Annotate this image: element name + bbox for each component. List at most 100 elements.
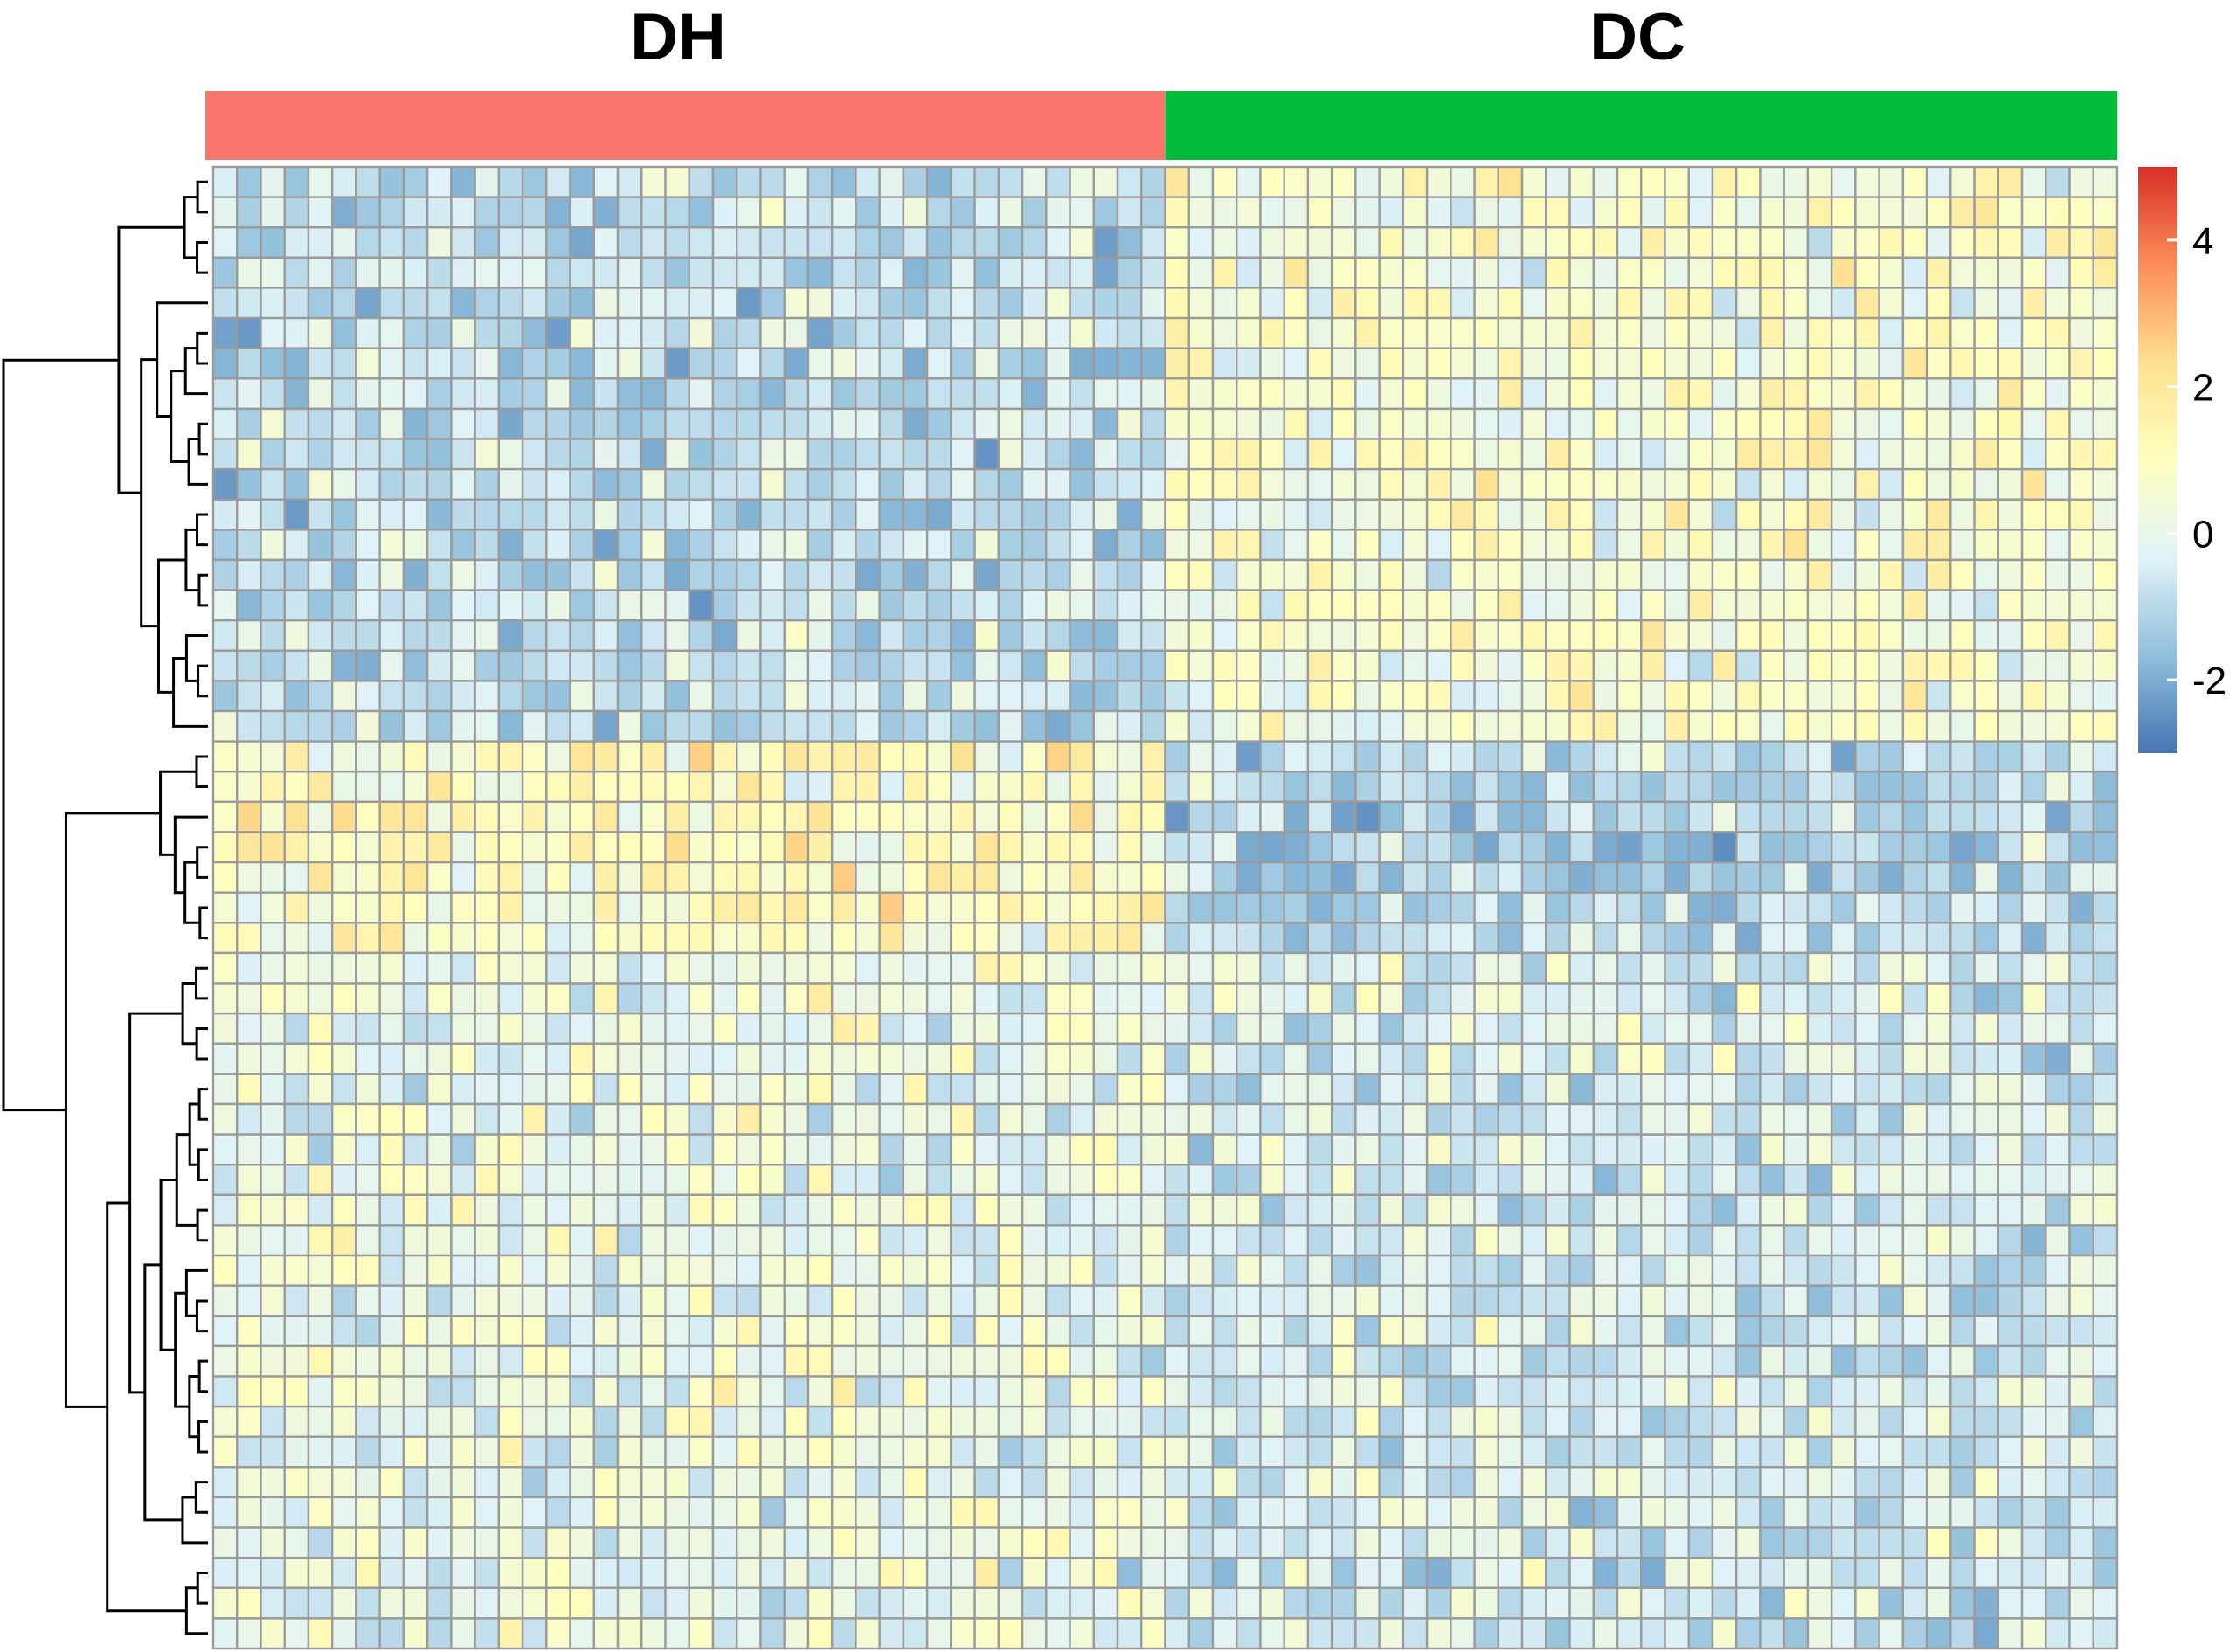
heatmap-cell	[806, 1617, 834, 1650]
heatmap-cell	[2092, 287, 2119, 320]
heatmap-cell	[1901, 438, 1928, 471]
heatmap-cell	[688, 771, 715, 804]
heatmap-cell	[759, 256, 786, 289]
heatmap-cell	[806, 438, 834, 471]
heatmap-cell	[1306, 196, 1333, 229]
heatmap-cell	[2068, 1193, 2094, 1227]
heatmap-cell	[1140, 922, 1166, 955]
heatmap-cell	[283, 709, 310, 743]
heatmap-cell	[783, 831, 810, 864]
heatmap-cell	[783, 1073, 810, 1106]
heatmap-cell	[592, 951, 620, 985]
heatmap-cell	[902, 347, 929, 380]
heatmap-cell	[1092, 1163, 1119, 1197]
heatmap-cell	[1806, 377, 1833, 411]
heatmap-cell	[1973, 165, 2000, 198]
heatmap-cell	[736, 1102, 762, 1136]
heatmap-cell	[426, 771, 453, 804]
heatmap-cell	[1878, 347, 1905, 380]
heatmap-cell	[283, 1193, 310, 1227]
heatmap-cell	[236, 680, 262, 713]
heatmap-cell	[1854, 1405, 1880, 1438]
heatmap-cell	[211, 740, 239, 773]
heatmap-cell	[1997, 377, 2024, 411]
heatmap-cell	[1283, 1315, 1310, 1348]
heatmap-cell	[1545, 922, 1571, 955]
heatmap-cell	[1878, 1435, 1905, 1469]
heatmap-cell	[330, 800, 357, 833]
heatmap-cell	[1616, 498, 1643, 531]
heatmap-cell	[925, 1042, 952, 1075]
heatmap-cell	[855, 1344, 881, 1378]
heatmap-cell	[806, 1163, 834, 1197]
heatmap-cell	[1259, 771, 1285, 804]
heatmap-cell	[1997, 1344, 2024, 1378]
heatmap-cell	[664, 1012, 690, 1045]
heatmap-cell	[1259, 1042, 1285, 1075]
heatmap-cell	[1473, 649, 1500, 682]
heatmap-cell	[759, 467, 786, 501]
heatmap-cell	[664, 1163, 690, 1197]
heatmap-cell	[2068, 589, 2094, 622]
heatmap-cell	[950, 1586, 976, 1620]
heatmap-cell	[1568, 1073, 1595, 1106]
heatmap-cell	[1164, 1586, 1190, 1620]
heatmap-cell	[1211, 771, 1238, 804]
heatmap-cell	[1568, 1617, 1595, 1650]
heatmap-cell	[592, 165, 620, 198]
heatmap-cell	[1450, 1133, 1476, 1166]
heatmap-cell	[855, 1073, 881, 1106]
heatmap-cell	[664, 226, 690, 259]
heatmap-cell	[1236, 1617, 1262, 1650]
heatmap-cell	[1592, 1012, 1619, 1045]
heatmap-cell	[1568, 498, 1595, 531]
heatmap-cell	[1568, 438, 1595, 471]
heatmap-cell	[711, 438, 738, 471]
heatmap-cell	[569, 1193, 595, 1227]
heatmap-cell	[1949, 1496, 1976, 1529]
heatmap-cell	[1236, 165, 1262, 198]
heatmap-cell	[474, 1315, 501, 1348]
heatmap-cell	[1402, 498, 1429, 531]
heatmap-cell	[1283, 1466, 1310, 1499]
heatmap-cell	[1497, 1496, 1524, 1529]
heatmap-cell	[378, 1556, 405, 1589]
heatmap-cell	[1949, 1556, 1976, 1589]
heatmap-cell	[2045, 649, 2071, 682]
heatmap-cell	[211, 1133, 239, 1166]
heatmap-cell	[1497, 771, 1524, 804]
heatmap-cell	[260, 891, 286, 924]
heatmap-cell	[855, 1586, 881, 1620]
heatmap-cell	[1069, 649, 1095, 682]
heatmap-cell	[973, 467, 1000, 501]
heatmap-cell	[236, 831, 262, 864]
heatmap-cell	[1330, 256, 1357, 289]
heatmap-cell	[616, 1375, 643, 1408]
heatmap-cell	[1164, 951, 1190, 985]
heatmap-cell	[1545, 1042, 1571, 1075]
heatmap-cell	[925, 771, 952, 804]
heatmap-cell	[2068, 1102, 2094, 1136]
heatmap-cell	[711, 1193, 738, 1227]
heatmap-cell	[902, 1617, 929, 1650]
heatmap-cell	[1734, 196, 1762, 229]
heatmap-cell	[1069, 1133, 1095, 1166]
heatmap-cell	[1830, 982, 1857, 1015]
heatmap-cell	[474, 287, 501, 320]
heatmap-cell	[688, 347, 715, 380]
heatmap-cell	[1997, 680, 2024, 713]
heatmap-cell	[1330, 649, 1357, 682]
heatmap-cell	[1450, 922, 1476, 955]
heatmap-cell	[1092, 377, 1119, 411]
heatmap-cell	[640, 1556, 667, 1589]
heatmap-cell	[283, 467, 310, 501]
heatmap-cell	[521, 1315, 548, 1348]
heatmap-cell	[236, 558, 262, 591]
heatmap-cell	[450, 498, 476, 531]
heatmap-cell	[2020, 558, 2047, 591]
heatmap-cell	[1734, 1042, 1762, 1075]
heatmap-cell	[1211, 1254, 1238, 1287]
heatmap-cell	[1520, 558, 1547, 591]
heatmap-cell	[830, 740, 857, 773]
heatmap-cell	[902, 861, 929, 894]
